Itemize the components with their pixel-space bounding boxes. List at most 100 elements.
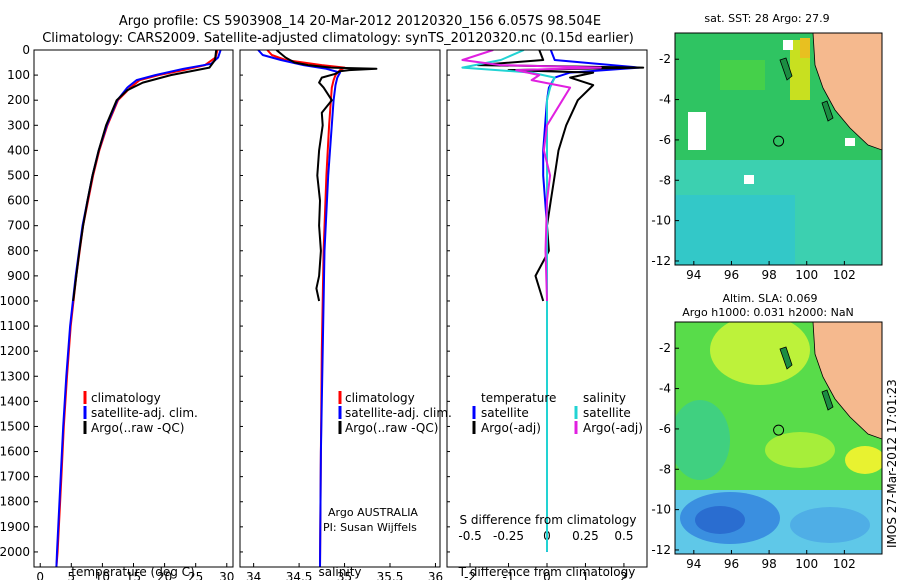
s-difference-label: S difference from climatology [460,513,637,527]
series-argo-raw-qc [72,50,218,302]
temperature-panel: 0100200300400500600700800900100011001200… [0,43,450,580]
sst-warm-patch [720,60,765,90]
x-tick-label: 15 [126,570,141,580]
difference-frame [446,49,648,568]
lon-tick-label: 94 [686,268,701,282]
legend-satellite: satellite-adj. clim. [91,406,198,420]
x-tick-label: 30 [219,570,234,580]
depth-tick-label: 300 [7,118,30,132]
lon-tick-label: 102 [833,268,856,282]
header-line2: Climatology: CARS2009. Satellite-adjuste… [42,31,634,46]
legend-temperature-title: temperature [481,391,556,405]
s-difference-axis: -0.5 -0.25 0 0.25 0.5 [458,529,633,543]
float-owner: Argo AUSTRALIA [328,506,418,519]
sla-map: Altim. SLA: 0.069 Argo h1000: 0.031 h200… [651,292,883,571]
depth-tick-label: 1700 [0,470,30,484]
salinity-panel: 34 34.5 35 35.5 36 salinity climatology sate… [239,49,452,580]
s-tick-label: -0.5 [458,529,481,543]
sla-map-title: Altim. SLA: 0.069 [722,292,817,305]
sla-low [675,400,730,480]
series-satellite-adj-clim [257,50,341,567]
sla-high [845,446,882,474]
island [821,100,834,122]
legend-t-satellite: satellite [481,406,529,420]
x-tick-label: 35.5 [377,570,404,580]
series-climatology [55,50,219,567]
series-satellite-adj-clim [55,50,222,567]
legend-climatology: climatology [345,391,415,405]
x-tick-label: 34 [246,570,261,580]
depth-tick-label: 700 [7,219,30,233]
lat-tick-label: -10 [651,214,671,228]
float-pi: PI: Susan Wijffels [323,521,417,534]
difference-panel: -2 -1 0 1 2 -0.5 -0.25 0 0.25 0.5 T difference f… [446,49,648,580]
depth-tick-label: 1300 [0,369,30,383]
sst-map-title: sat. SST: 28 Argo: 27.9 [704,12,829,25]
sla-field [675,322,882,554]
lat-tick-label: -10 [651,503,671,517]
x-tick-label: 36 [428,570,443,580]
credit-stamp: IMOS 27-Mar-2012 17:01:23 [885,379,899,548]
depth-tick-label: 200 [7,93,30,107]
series-climatology [266,50,346,567]
depth-tick-label: 800 [7,244,30,258]
x-tick-label: 25 [188,570,203,580]
lat-tick-label: -6 [659,133,671,147]
temperature-frame [33,49,234,568]
x-tick-label: 34.5 [286,570,313,580]
island [779,346,793,370]
sla-low-core [695,506,745,534]
island [779,57,793,81]
depth-axis: 0 100 200 300 400 500 600 700 800 900 1000 1100 1200… [0,43,450,559]
legend-climatology: climatology [91,391,161,405]
lat-tick-label: -12 [651,543,671,557]
depth-tick-label: 400 [7,143,30,157]
salinity-xlabel: salinity [318,565,361,579]
lat-tick-label: -4 [659,93,671,107]
x-tick-label: 0 [36,570,44,580]
s-tick-label: -0.25 [493,529,524,543]
header-line1: Argo profile: CS 5903908_14 20-Mar-2012 … [119,14,601,29]
sla-low-core [790,507,870,543]
lat-tick-label: -2 [659,341,671,355]
sumatra-land [812,33,882,151]
sst-cool-patch [675,195,795,265]
x-tick-label: 10 [95,570,110,580]
x-tick-label: 1 [582,570,590,580]
legend-argo: Argo(..raw -QC) [345,421,438,435]
depth-tick-label: 500 [7,168,30,182]
lon-tick-label: 96 [724,557,739,571]
depth-tick-label: 1900 [0,520,30,534]
temperature-series [55,50,222,567]
lat-tick-label: -8 [659,462,671,476]
legend-t-argo: Argo(-adj) [481,421,541,435]
depth-tick-label: 1200 [0,344,30,358]
x-tick-label: 0 [543,570,551,580]
difference-legend: temperature salinity satellite Argo(-adj… [472,391,643,435]
lon-tick-label: 98 [761,557,776,571]
salinity-legend: climatology satellite-adj. clim. Argo(..… [338,391,452,435]
sst-hot-coast [800,38,810,58]
lon-tick-label: 96 [724,268,739,282]
lat-tick-label: -2 [659,52,671,66]
x-tick-label: 20 [157,570,172,580]
sla-map-subtitle: Argo h1000: 0.031 h2000: NaN [682,306,854,319]
sst-cloud-gap [783,40,793,50]
depth-tick-label: 600 [7,194,30,208]
x-tick-label: 2 [620,570,628,580]
sst-map-axes: 94 96 98 100 102 -2 -4 -6 -8 -10 -12 [651,52,855,282]
legend-satellite: satellite-adj. clim. [345,406,452,420]
sla-high [765,432,835,468]
sst-cloud-gap [688,112,706,150]
depth-tick-label: 1400 [0,394,30,408]
depth-tick-label: 2000 [0,545,30,559]
x-tick-label: 35 [337,570,352,580]
temperature-xlabel: temperature (deg C) [71,565,194,579]
x-tick-label: -1 [503,570,515,580]
island [821,389,834,411]
salinity-frame [239,49,441,568]
series-salinity-argo-adj [461,50,602,302]
temperature-legend: climatology satellite-adj. clim. Argo(..… [83,391,198,435]
salinity-series [257,50,378,567]
